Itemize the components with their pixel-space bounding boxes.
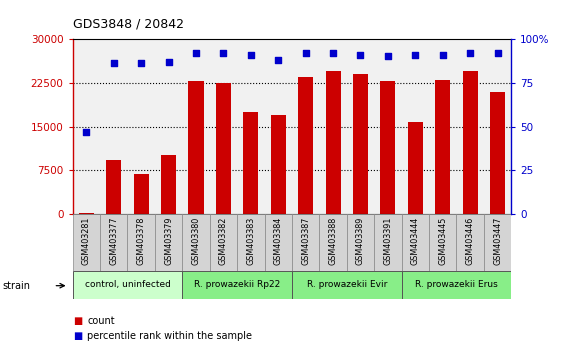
Point [493,50,502,56]
Bar [457,39,484,214]
Bar [127,214,155,271]
Point [465,50,475,56]
Point [383,53,393,59]
Text: GSM403388: GSM403388 [329,216,338,265]
Bar [401,214,429,271]
Bar [435,80,450,214]
Text: GSM403281: GSM403281 [82,216,91,265]
Bar [462,71,478,214]
Bar [374,39,401,214]
Point [438,52,447,58]
Point [328,50,338,56]
Bar [182,272,292,298]
Bar [271,115,286,214]
Bar [182,39,210,214]
Bar [401,39,429,214]
Text: GSM403444: GSM403444 [411,216,420,265]
Text: GSM403391: GSM403391 [383,216,392,265]
Text: count: count [87,316,115,326]
Text: GSM403447: GSM403447 [493,216,502,265]
Text: control, uninfected: control, uninfected [84,280,170,290]
Text: GSM403378: GSM403378 [137,216,146,265]
Bar [264,214,292,271]
Bar [408,122,423,214]
Bar [401,272,511,298]
Text: GSM403389: GSM403389 [356,216,365,265]
Text: R. prowazekii Erus: R. prowazekii Erus [415,280,498,290]
Bar [210,214,237,271]
Bar [353,74,368,214]
Bar [490,92,505,214]
Bar [264,39,292,214]
Bar [429,39,457,214]
Point [219,50,228,56]
Bar [161,155,176,214]
Point [246,52,256,58]
Point [191,50,200,56]
Text: strain: strain [3,281,31,291]
Bar [429,214,457,271]
Bar [106,160,121,214]
Bar [243,112,259,214]
Text: GSM403383: GSM403383 [246,216,255,265]
Bar [320,39,347,214]
Text: GSM403382: GSM403382 [219,216,228,265]
Bar [155,39,182,214]
Bar [182,214,210,271]
Bar [320,214,347,271]
Point [274,57,283,63]
Text: GSM403377: GSM403377 [109,216,119,265]
Bar [292,272,401,298]
Bar [100,39,127,214]
Bar [100,214,127,271]
Bar [347,214,374,271]
Bar [484,39,511,214]
Text: GSM403384: GSM403384 [274,216,283,265]
Point [356,52,365,58]
Point [82,129,91,135]
Bar [484,214,511,271]
Bar [73,214,100,271]
Text: R. prowazekii Rp22: R. prowazekii Rp22 [194,280,280,290]
Text: R. prowazekii Evir: R. prowazekii Evir [307,280,387,290]
Text: GDS3848 / 20842: GDS3848 / 20842 [73,17,184,30]
Point [411,52,420,58]
Bar [292,39,320,214]
Bar [216,83,231,214]
Bar [237,39,264,214]
Text: GSM403445: GSM403445 [438,216,447,265]
Bar [134,175,149,214]
Point [164,59,173,64]
Bar [374,214,401,271]
Text: GSM403380: GSM403380 [192,216,200,265]
Bar [155,214,182,271]
Bar [237,214,264,271]
Bar [127,39,155,214]
Bar [457,214,484,271]
Text: GSM403387: GSM403387 [301,216,310,265]
Bar [210,39,237,214]
Text: GSM403446: GSM403446 [465,216,475,265]
Bar [298,77,313,214]
Point [109,61,119,66]
Bar [188,81,203,214]
Bar [381,81,396,214]
Bar [79,213,94,214]
Point [301,50,310,56]
Text: ■: ■ [73,331,82,341]
Text: GSM403379: GSM403379 [164,216,173,265]
Text: percentile rank within the sample: percentile rank within the sample [87,331,252,341]
Bar [73,39,100,214]
Point [137,61,146,66]
Bar [325,71,340,214]
Bar [347,39,374,214]
Text: ■: ■ [73,316,82,326]
Bar [292,214,320,271]
Bar [73,272,182,298]
